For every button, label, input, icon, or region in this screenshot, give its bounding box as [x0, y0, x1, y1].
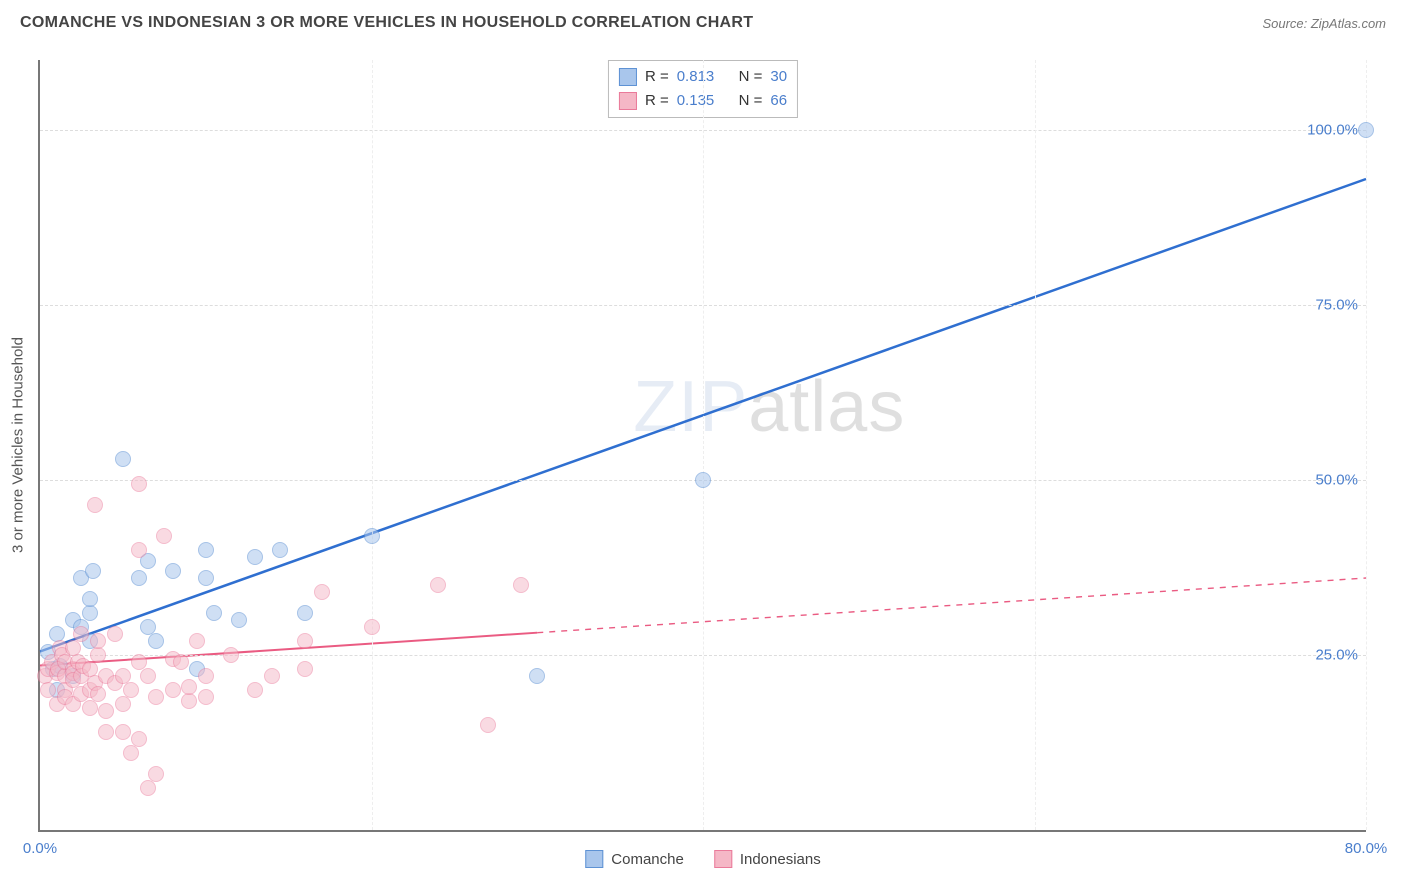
data-point — [480, 717, 496, 733]
data-point — [98, 703, 114, 719]
data-point — [156, 528, 172, 544]
chart-title: COMANCHE VS INDONESIAN 3 OR MORE VEHICLE… — [20, 14, 753, 32]
data-point — [148, 689, 164, 705]
watermark: ZIPatlas — [633, 366, 905, 448]
data-point — [148, 766, 164, 782]
data-point — [264, 668, 280, 684]
data-point — [181, 679, 197, 695]
data-point — [198, 689, 214, 705]
data-point — [90, 647, 106, 663]
data-point — [131, 476, 147, 492]
data-point — [198, 668, 214, 684]
gridline-v — [1366, 60, 1367, 830]
legend-item: Indonesians — [714, 850, 821, 868]
data-point — [140, 780, 156, 796]
data-point — [115, 696, 131, 712]
data-point — [430, 577, 446, 593]
data-point — [165, 682, 181, 698]
data-point — [1358, 122, 1374, 138]
data-point — [297, 633, 313, 649]
data-point — [198, 570, 214, 586]
data-point — [98, 724, 114, 740]
bottom-legend: Comanche Indonesians — [585, 850, 820, 868]
data-point — [165, 563, 181, 579]
x-tick-label: 0.0% — [23, 840, 57, 857]
data-point — [364, 619, 380, 635]
y-tick-label: 50.0% — [1315, 472, 1358, 489]
data-point — [181, 693, 197, 709]
data-point — [231, 612, 247, 628]
data-point — [115, 724, 131, 740]
data-point — [140, 668, 156, 684]
data-point — [148, 633, 164, 649]
y-tick-label: 25.0% — [1315, 647, 1358, 664]
data-point — [513, 577, 529, 593]
data-point — [272, 542, 288, 558]
data-point — [364, 528, 380, 544]
legend-swatch — [619, 68, 637, 86]
data-point — [73, 626, 89, 642]
data-point — [529, 668, 545, 684]
y-tick-label: 100.0% — [1307, 122, 1358, 139]
data-point — [314, 584, 330, 600]
data-point — [82, 605, 98, 621]
data-point — [247, 682, 263, 698]
legend-swatch — [714, 850, 732, 868]
data-point — [115, 451, 131, 467]
data-point — [90, 633, 106, 649]
data-point — [206, 605, 222, 621]
data-point — [87, 497, 103, 513]
data-point — [82, 591, 98, 607]
plot-area: 3 or more Vehicles in Household ZIPatlas… — [38, 60, 1366, 832]
data-point — [173, 654, 189, 670]
data-point — [131, 570, 147, 586]
data-point — [85, 563, 101, 579]
data-point — [247, 549, 263, 565]
data-point — [189, 633, 205, 649]
legend-item: Comanche — [585, 850, 684, 868]
data-point — [107, 626, 123, 642]
x-tick-label: 80.0% — [1345, 840, 1388, 857]
gridline-v — [703, 60, 704, 830]
data-point — [131, 542, 147, 558]
data-point — [131, 731, 147, 747]
legend-label: Indonesians — [740, 851, 821, 868]
data-point — [297, 661, 313, 677]
legend-label: Comanche — [611, 851, 684, 868]
data-point — [90, 686, 106, 702]
gridline-v — [372, 60, 373, 830]
data-point — [82, 700, 98, 716]
data-point — [123, 682, 139, 698]
y-axis-label: 3 or more Vehicles in Household — [10, 337, 27, 553]
data-point — [198, 542, 214, 558]
y-tick-label: 75.0% — [1315, 297, 1358, 314]
data-point — [123, 745, 139, 761]
data-point — [223, 647, 239, 663]
data-point — [297, 605, 313, 621]
legend-swatch — [585, 850, 603, 868]
data-point — [695, 472, 711, 488]
source-label: Source: ZipAtlas.com — [1262, 16, 1386, 31]
legend-swatch — [619, 92, 637, 110]
gridline-v — [1035, 60, 1036, 830]
